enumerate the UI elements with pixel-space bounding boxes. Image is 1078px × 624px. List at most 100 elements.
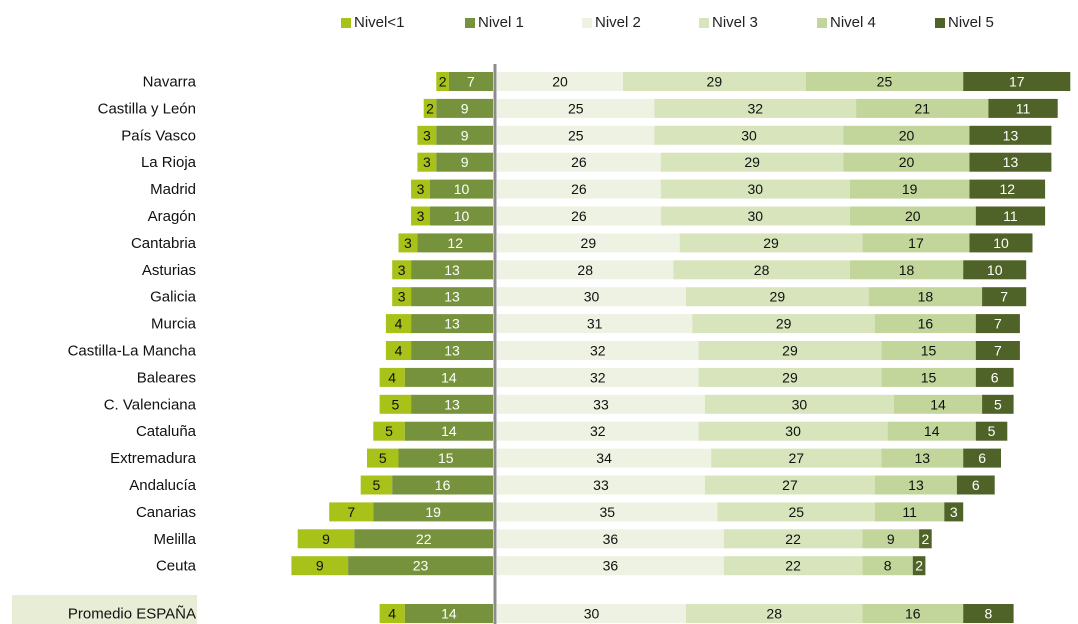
bar-segment-nivel-1: [392, 260, 412, 280]
legend-label: Nivel 2: [595, 14, 641, 31]
data-label: 22: [416, 531, 432, 547]
data-label: 25: [788, 504, 804, 520]
bar-segment-nivel-3: [723, 529, 863, 549]
data-label: 36: [603, 531, 619, 547]
data-label: 19: [902, 181, 918, 197]
bar-segment-nivel-1: [348, 556, 493, 576]
average-row-highlight: [12, 595, 197, 624]
bar-segment-nivel-2: [497, 556, 724, 576]
bar-segment-nivel-4: [862, 556, 913, 576]
bar-segment-nivel-3: [704, 475, 875, 495]
bar-segment-nivel-1: [373, 502, 493, 522]
bar-segment-nivel-4: [849, 179, 970, 199]
data-label: 5: [373, 477, 381, 493]
data-label: 10: [987, 262, 1003, 278]
data-label: 30: [785, 423, 801, 439]
legend-item-nivel-3: Nivel 3: [699, 14, 758, 31]
bar-segment-nivel-1: [417, 125, 437, 145]
bar-segment-nivel-3: [686, 604, 863, 623]
bar-segment-nivel-1: [411, 314, 493, 334]
legend-item-nivel-2: Nivel 2: [582, 14, 641, 31]
legend-swatch: [817, 17, 827, 28]
bar-segment-nivel-1: [354, 529, 493, 549]
data-label: 30: [748, 181, 764, 197]
bar-segment-nivel-1: [398, 233, 418, 253]
data-label: 32: [748, 100, 764, 116]
data-label: 14: [441, 423, 457, 439]
bar-segment-nivel-5: [919, 529, 932, 549]
bar-segment-nivel-1: [379, 604, 405, 623]
bar-segment-nivel-2: [497, 529, 724, 549]
data-label: 6: [972, 477, 980, 493]
data-label: 3: [423, 154, 431, 170]
data-label: 15: [921, 369, 937, 385]
data-label: 10: [454, 181, 470, 197]
data-label: 23: [413, 558, 429, 574]
bar-segment-nivel-4: [843, 152, 970, 172]
data-label: 26: [571, 208, 587, 224]
data-label: 16: [918, 316, 934, 332]
bar-segment-nivel-2: [497, 502, 718, 522]
data-label: 22: [785, 531, 801, 547]
data-label: 10: [454, 208, 470, 224]
bar-segment-nivel-1: [367, 448, 399, 468]
data-label: 2: [439, 74, 447, 90]
data-label: 5: [379, 450, 387, 466]
bar-segment-nivel-2: [497, 206, 661, 226]
data-label: 32: [590, 423, 606, 439]
bar-segment-nivel-4: [875, 475, 957, 495]
bar-segment-nivel-5: [963, 72, 1071, 91]
data-label: 12: [447, 235, 463, 251]
legend-swatch: [582, 17, 592, 28]
bar-segment-nivel-2: [497, 341, 699, 360]
data-label: 7: [1000, 289, 1008, 305]
bar-segment-nivel-4: [881, 367, 976, 387]
bar-segment-nivel-3: [698, 367, 882, 387]
legend-item-nivel-5: Nivel 5: [935, 14, 994, 31]
bar-segment-nivel-5: [982, 287, 1027, 307]
category-label: C. Valenciana: [104, 396, 197, 413]
data-label: 33: [593, 477, 609, 493]
data-label: 13: [444, 343, 460, 359]
data-label: 20: [899, 154, 915, 170]
data-label: 28: [766, 606, 782, 622]
bar-segment-nivel-2: [497, 98, 655, 118]
bar-segment-nivel-3: [692, 314, 875, 334]
bar-segment-nivel-5: [963, 260, 1027, 280]
data-label: 3: [417, 208, 425, 224]
data-label: 13: [444, 289, 460, 305]
bar-segment-nivel-3: [660, 152, 844, 172]
data-label: 17: [1009, 74, 1025, 90]
data-label: 27: [782, 477, 798, 493]
bar-segment-nivel-4: [862, 604, 964, 623]
data-label: 32: [590, 343, 606, 359]
bar-segment-nivel-1: [379, 394, 412, 414]
bar-segment-nivel-4: [856, 98, 989, 118]
data-label: 5: [994, 396, 1002, 412]
bar-segment-nivel-4: [875, 314, 976, 334]
bar-segment-nivel-1: [385, 314, 412, 334]
data-label: 36: [603, 558, 619, 574]
bar-segment-nivel-1: [379, 367, 405, 387]
bar-segment-nivel-1: [448, 72, 493, 91]
data-label: 14: [441, 369, 457, 385]
bar-segment-nivel-1: [436, 152, 493, 172]
bar-segment-nivel-1: [411, 206, 430, 226]
bar-segment-nivel-3: [698, 421, 888, 441]
bar-segment-nivel-5: [975, 314, 1020, 334]
data-label: 20: [552, 74, 568, 90]
data-label: 3: [404, 235, 412, 251]
data-label: 14: [930, 396, 946, 412]
data-label: 9: [316, 558, 324, 574]
data-label: 13: [1003, 154, 1019, 170]
bar-segment-nivel-5: [956, 475, 995, 495]
bar-segment-nivel-5: [963, 604, 1014, 623]
data-label: 14: [441, 606, 457, 622]
category-label: Melilla: [153, 531, 196, 548]
bar-segment-nivel-1: [436, 125, 493, 145]
data-label: 4: [395, 343, 403, 359]
category-label: Asturias: [142, 262, 196, 279]
bar-segment-nivel-4: [843, 125, 970, 145]
data-label: 32: [590, 369, 606, 385]
bar-segment-nivel-5: [975, 367, 1014, 387]
